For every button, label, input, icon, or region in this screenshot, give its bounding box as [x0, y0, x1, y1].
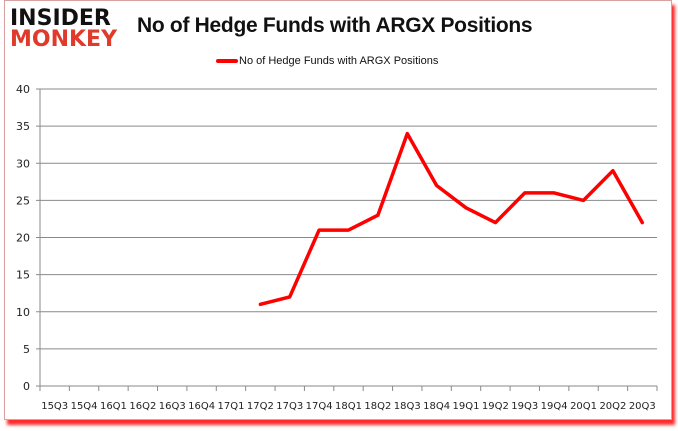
x-tick-label: 16Q2 — [129, 401, 156, 412]
y-tick-label: 0 — [23, 380, 30, 393]
chart-legend: No of Hedge Funds with ARGX Positions — [216, 55, 438, 67]
chart-frame — [4, 0, 672, 420]
x-tick-label: 15Q4 — [71, 401, 98, 412]
y-tick-label: 5 — [23, 343, 30, 356]
x-tick-label: 19Q1 — [453, 401, 480, 412]
x-tick-label: 18Q1 — [335, 401, 362, 412]
x-tick-label: 19Q3 — [511, 401, 538, 412]
y-tick-label: 10 — [16, 306, 30, 319]
series-line — [258, 131, 645, 307]
x-tick-label: 19Q4 — [541, 401, 568, 412]
x-tick-label: 18Q2 — [364, 401, 391, 412]
legend-label: No of Hedge Funds with ARGX Positions — [239, 55, 439, 67]
logo-line-1: INSIDER — [10, 6, 111, 31]
x-tick-label: 20Q1 — [570, 401, 597, 412]
y-tick-label: 20 — [16, 232, 30, 245]
x-tick-label: 16Q1 — [100, 401, 127, 412]
y-tick-label: 15 — [16, 269, 30, 282]
x-tick-label: 18Q3 — [394, 401, 421, 412]
x-tick-label: 17Q2 — [247, 401, 274, 412]
x-tick-label: 19Q2 — [482, 401, 509, 412]
x-tick-label: 17Q4 — [306, 401, 333, 412]
x-tick-label: 17Q1 — [217, 401, 244, 412]
y-tick-label: 30 — [16, 157, 30, 170]
x-tick-label: 15Q3 — [41, 401, 68, 412]
x-tick-label: 16Q4 — [188, 401, 215, 412]
x-tick-label: 18Q4 — [423, 401, 450, 412]
x-tick-label: 16Q3 — [159, 401, 186, 412]
y-tick-label: 35 — [16, 120, 30, 133]
chart-title: No of Hedge Funds with ARGX Positions — [137, 14, 533, 37]
x-tick-label: 17Q3 — [276, 401, 303, 412]
logo-line-2: MONKEY — [10, 27, 118, 52]
y-tick-label: 25 — [16, 194, 30, 207]
y-tick-label: 40 — [16, 83, 30, 96]
x-tick-label: 20Q3 — [629, 401, 656, 412]
legend-swatch-icon — [216, 59, 238, 63]
insider-monkey-logo: INSIDER MONKEY — [10, 6, 118, 52]
x-tick-label: 20Q2 — [599, 401, 626, 412]
